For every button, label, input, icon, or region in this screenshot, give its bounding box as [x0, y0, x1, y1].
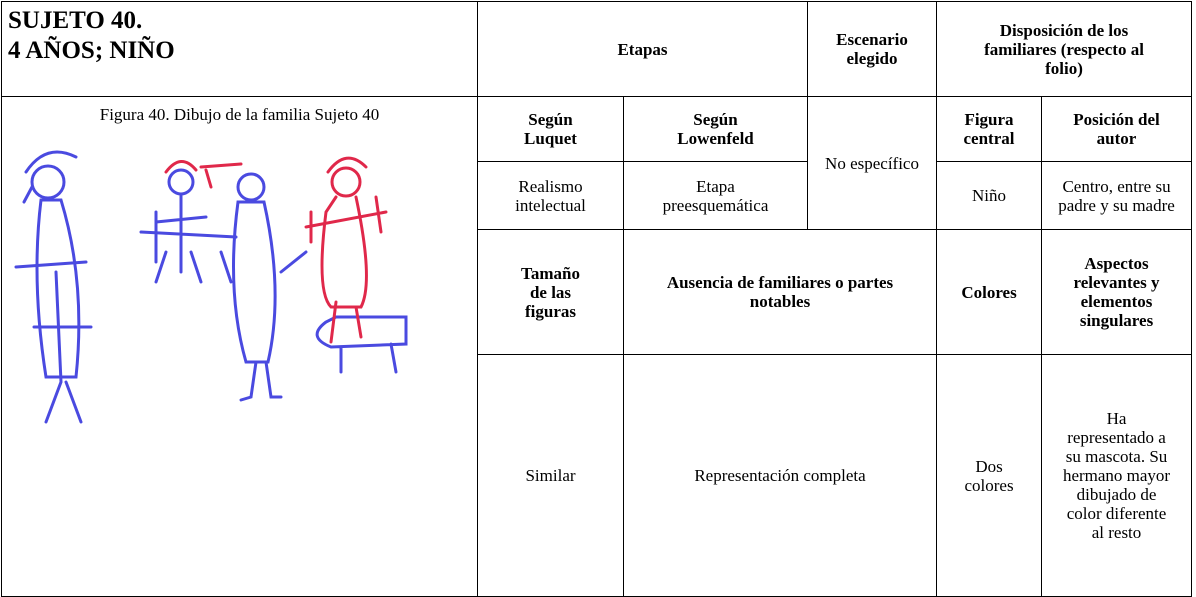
cell: Representación completa [622, 354, 938, 597]
subheader-text: Según Lowenfeld [677, 110, 754, 148]
subject-line: 4 AÑOS; NIÑO [8, 37, 175, 64]
red-figures [164, 156, 388, 344]
header-text: Tamaño de las figuras [521, 263, 580, 321]
header-text: Escenario elegido [836, 30, 908, 68]
figure-cell: Figura 40. Dibujo de la familia Sujeto 4… [1, 96, 478, 597]
subject-cell: SUJETO 40. 4 AÑOS; NIÑO [1, 1, 478, 97]
subheader-cell: Figura central [936, 96, 1043, 162]
cell: Similar [477, 354, 624, 597]
cell: Ha representado a su mascota. Su hermano… [1041, 354, 1193, 597]
header-cell: Escenario elegido [807, 1, 938, 97]
cell: Niño [936, 161, 1043, 230]
subheader-cell: Según Lowenfeld [622, 96, 809, 162]
cell-text: Dos colores [964, 456, 1014, 495]
header-cell: Etapas [476, 1, 809, 97]
cell: Centro, entre su padre y su madre [1041, 161, 1193, 230]
subheader-row: Figura 40. Dibujo de la familia Sujeto 4… [1, 96, 1193, 597]
subject-line: SUJETO 40. [8, 7, 143, 34]
header-cell: Disposición de los familiares (respecto … [936, 1, 1193, 97]
scenario-cell: No específico [807, 96, 938, 230]
header-text: Aspectos relevantes y elementos singular… [1073, 254, 1160, 330]
blue-figures [14, 150, 408, 424]
cell: Etapa preesquemática [622, 161, 809, 230]
header-cell: Ausencia de familiares o partes notables [622, 229, 938, 355]
cell-text: No específico [825, 153, 919, 173]
header-cell: Aspectos relevantes y elementos singular… [1041, 229, 1193, 355]
family-drawing [14, 150, 408, 424]
header-text: Ausencia de familiares o partes notables [666, 273, 894, 311]
cell-text: Realismo intelectual [515, 176, 586, 215]
cell-text: Etapa preesquemática [662, 176, 769, 215]
data-row: Similar Representación completa Dos colo… [2, 354, 1193, 597]
subheader-text: Posición del autor [1073, 110, 1160, 148]
subheader-text: Según Luquet [524, 110, 577, 148]
subheader-text: Figura central [963, 110, 1015, 148]
header-text: Disposición de los familiares (respecto … [984, 20, 1144, 78]
header-cell: Tamaño de las figuras [477, 229, 624, 355]
cell: Dos colores [936, 354, 1043, 597]
header-cell: Colores [936, 229, 1043, 355]
subheader-cell: Posición del autor [1041, 96, 1193, 162]
cell-text: Centro, entre su padre y su madre [1058, 176, 1175, 215]
cell-text: Ha representado a su mascota. Su hermano… [1062, 409, 1171, 542]
header-row: SUJETO 40. 4 AÑOS; NIÑO Etapas Escenario… [1, 1, 1193, 97]
subheader-cell: Según Luquet [477, 96, 624, 162]
figure-caption: Figura 40. Dibujo de la familia Sujeto 4… [99, 105, 380, 124]
header-row: Tamaño de las figuras Ausencia de famili… [2, 229, 1193, 355]
cell: Realismo intelectual [477, 161, 624, 230]
